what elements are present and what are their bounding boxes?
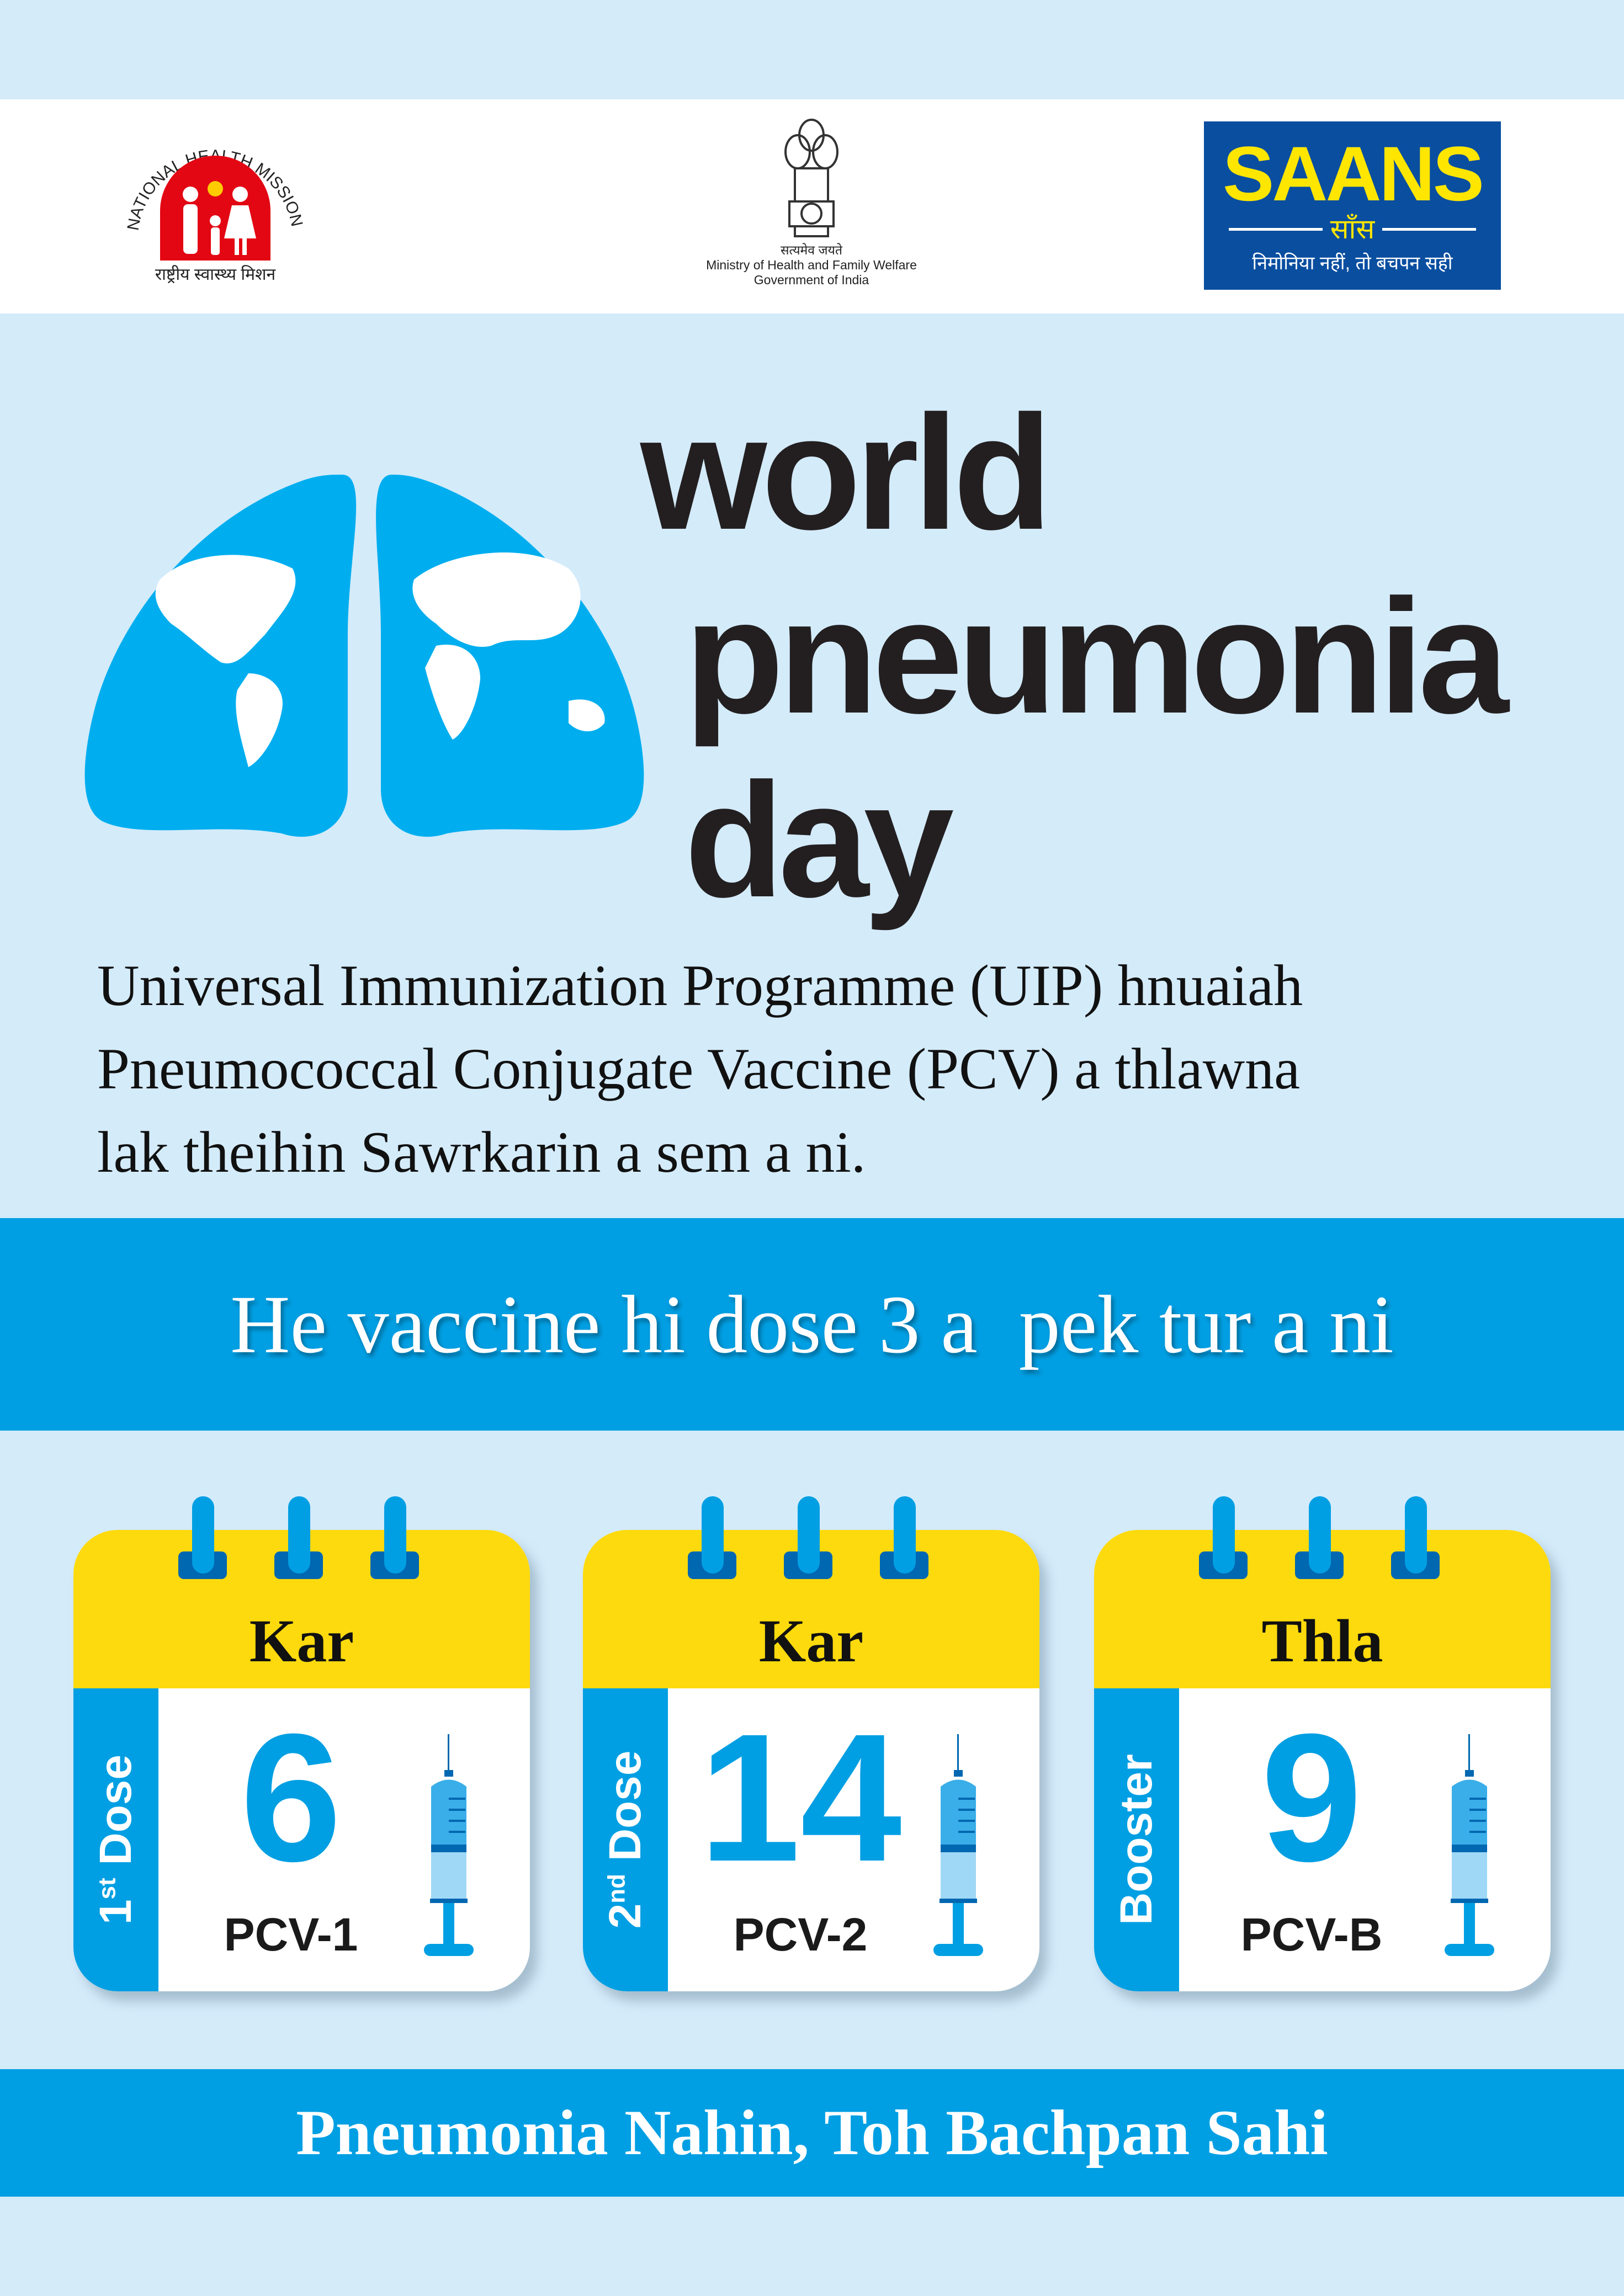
time-unit: Kar [758,1607,864,1675]
dose-age-value: 9 [1261,1696,1362,1899]
syringe-icon [1445,1734,1494,1956]
time-unit: Thla [1261,1607,1383,1675]
calendar-ring-icon [274,1496,323,1585]
dose-calendar-card: Kar 2nd Dose 14 PCV-2 [583,1496,1039,1991]
dose-age-value: 6 [240,1696,342,1899]
dose-info-banner: He vaccine hi dose 3 a pek tur a ni [0,1218,1624,1431]
saans-logo: SAANS साँस निमोनिया नहीं, तो बचपन सही [1204,121,1501,290]
dose-age-value: 14 [699,1696,902,1899]
intro-line: Universal Immunization Programme (UIP) h… [97,953,1303,1018]
calendar-ring-icon [688,1496,736,1585]
calendar-ring-icon [178,1496,227,1585]
dose-calendar-card: Thla Booster 9 PCV-B [1094,1496,1551,1991]
vaccine-name: PCV-B [1240,1909,1383,1960]
footer-slogan: Pneumonia Nahin, Toh Bachpan Sahi [296,2097,1328,2169]
time-unit: Kar [249,1607,354,1675]
emblem-motto: सत्यमेव जयते [780,243,842,257]
intro-line: Pneumococcal Conjugate Vaccine (PCV) a t… [97,1037,1301,1101]
calendar-ring-icon [784,1496,832,1585]
intro-line: lak theihin Sawrkarin a sem a ni. [97,1120,866,1184]
dose-label-strip: Booster [1094,1688,1179,1991]
calendar-ring-icon [1295,1496,1344,1585]
government-name: Government of India [753,273,869,287]
saans-tagline: निमोनिया नहीं, तो बचपन सही [1252,253,1453,274]
dose-label: 2nd Dose [600,1750,650,1929]
syringe-icon [933,1734,983,1956]
lungs-globe-illustration [83,469,646,844]
nhm-logo: NATIONAL HEALTH MISSION राष्ट्रीय स्वास्… [116,128,315,288]
syringe-icon [424,1734,474,1956]
banner-text: He vaccine hi dose 3 a pek tur a ni [230,1278,1394,1370]
nhm-hindi: राष्ट्रीय स्वास्थ्य मिशन [155,265,277,284]
title-world: world [640,381,1053,564]
calendar-ring-icon [880,1496,928,1585]
vaccine-name: PCV-2 [733,1909,868,1960]
dose-calendar-card: Kar 1st Dose 6 PCV-1 [73,1496,530,1991]
ashoka-emblem-icon [784,119,838,237]
dose-label-strip: 1st Dose [73,1688,158,1991]
calendar-ring-icon [370,1496,419,1585]
calendar-ring-icon [1391,1496,1440,1585]
calendar-ring-icon [1199,1496,1248,1585]
vaccine-name: PCV-1 [224,1909,358,1960]
saans-hindi: साँस [1330,214,1375,245]
government-emblem: सत्यमेव जयते Ministry of Health and Fami… [690,113,933,312]
footer-banner: Pneumonia Nahin, Toh Bachpan Sahi [0,2069,1624,2197]
saans-wordmark: SAANS [1222,130,1484,217]
ministry-name: Ministry of Health and Family Welfare [706,258,917,272]
intro-paragraph: Universal Immunization Programme (UIP) h… [97,944,1588,1194]
title-day: day [684,749,954,931]
dose-label: Booster [1111,1754,1161,1925]
dose-label: 1st Dose [91,1754,141,1925]
dose-label-strip: 2nd Dose [583,1688,668,1991]
title-pneumonia: pneumonia [684,565,1509,747]
